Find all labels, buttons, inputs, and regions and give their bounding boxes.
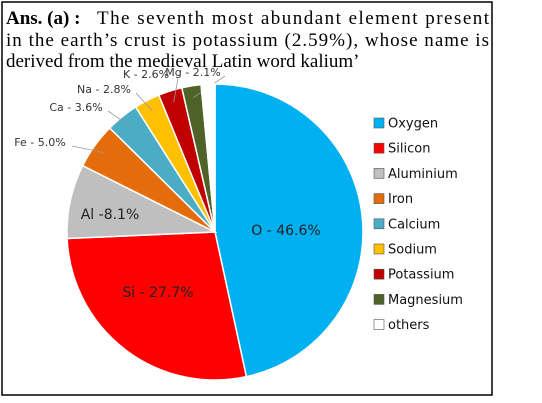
- leader-line: [107, 110, 130, 127]
- slice-label: Na - 2.8%: [77, 83, 131, 96]
- slice-label: K - 2.6%: [123, 68, 169, 81]
- legend-swatch: [373, 243, 385, 255]
- leader-line: [135, 92, 153, 112]
- slice-label: Si - 27.7%: [122, 285, 193, 301]
- answer-lead: Ans. (a) :: [6, 8, 80, 29]
- leader-line: [173, 77, 179, 103]
- legend-swatch: [373, 168, 385, 179]
- legend-swatch: [373, 319, 385, 330]
- pie-slice: [66, 231, 248, 381]
- legend-swatch: [373, 142, 385, 154]
- legend-label: Aluminium: [388, 167, 458, 182]
- slice-label: Al -8.1%: [81, 207, 140, 223]
- legend-label: Oxygen: [388, 117, 438, 132]
- answer-line: derived from the medieval Latin word kal…: [6, 51, 360, 72]
- slice-label: Fe - 5.0%: [14, 136, 65, 149]
- pie-slice: [200, 83, 216, 233]
- legend-swatch: [373, 294, 385, 305]
- legend-label: Sodium: [388, 243, 437, 258]
- legend-swatch: [373, 268, 385, 280]
- legend-swatch: [373, 117, 385, 129]
- legend-label: others: [388, 318, 430, 333]
- legend-swatch: [373, 193, 385, 204]
- leader-line: [71, 145, 105, 154]
- legend-swatch: [373, 218, 385, 230]
- legend-label: Calcium: [388, 217, 440, 232]
- slice-label: O - 46.6%: [251, 223, 320, 239]
- legend-label: Magnesium: [388, 293, 463, 308]
- pie-slice: [214, 83, 364, 378]
- answer-line: in the earth’s crust is potassium (2.59%…: [6, 30, 489, 51]
- legend-label: Potassium: [388, 268, 454, 283]
- slice-label: Mg - 2.1%: [165, 66, 220, 79]
- slice-label: Ca - 3.6%: [49, 101, 102, 114]
- legend-label: Iron: [388, 192, 413, 207]
- legend-label: Silicon: [388, 142, 430, 157]
- answer-line: The seventh most abundant element presen…: [97, 8, 490, 29]
